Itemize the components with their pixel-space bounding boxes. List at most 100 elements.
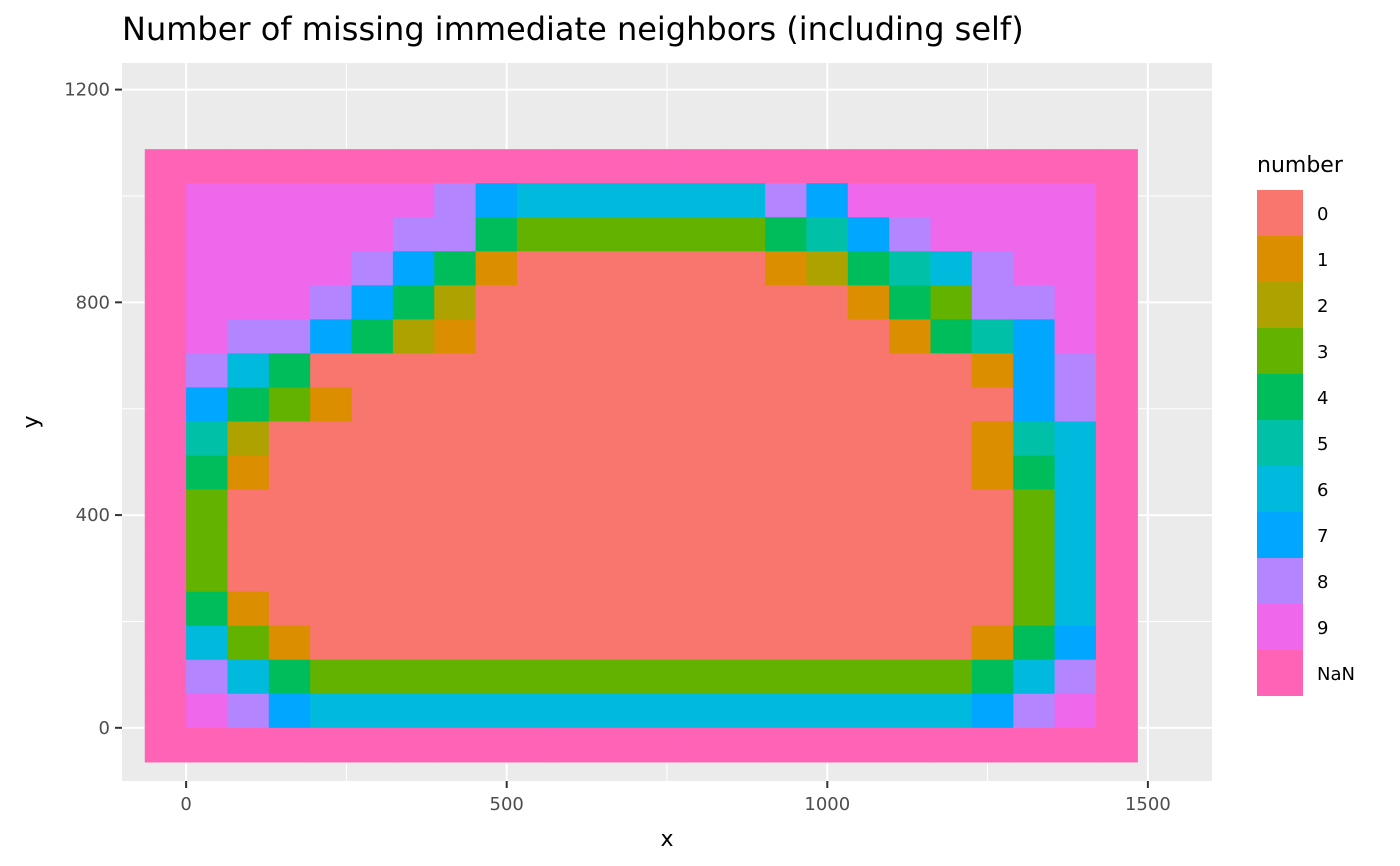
heatmap-tile [765,183,808,218]
heatmap-tile [806,319,849,354]
heatmap-tile [971,727,1014,763]
heatmap-tile [227,625,270,661]
heatmap-tile [434,727,477,763]
heatmap-tile [682,183,725,218]
heatmap-tile [475,251,518,286]
heatmap-tile [971,625,1014,661]
heatmap-tile [723,489,766,525]
legend-key [1257,512,1303,558]
heatmap-tile [1054,149,1097,184]
heatmap-tile [434,523,477,559]
heatmap-tile [268,285,311,320]
heatmap-tile [599,489,642,525]
heatmap-tile [682,353,725,389]
heatmap-tile [310,353,353,389]
legend-entries: 0 1 2 3 4 5 6 7 8 9 NaN [1257,190,1355,696]
heatmap-tile [1054,251,1097,286]
heatmap-tile [847,455,890,491]
heatmap-tile [806,591,849,627]
heatmap-tile [1095,319,1138,354]
heatmap-tile [227,693,270,729]
heatmap-tile [434,591,477,627]
heatmap-tile [144,727,187,763]
heatmap-tile [1054,455,1097,491]
heatmap-tile [682,251,725,286]
legend-key [1257,374,1303,420]
heatmap-tile [765,625,808,661]
heatmap-tile [186,455,229,491]
heatmap-tile [351,591,394,627]
heatmap-tile [682,319,725,354]
heatmap-tile [1054,353,1097,389]
heatmap-tile [227,353,270,389]
heatmap-tile [847,353,890,389]
heatmap-tile [1095,149,1138,184]
heatmap-tile [310,557,353,593]
heatmap-tile [186,149,229,184]
heatmap-tile [599,353,642,389]
legend-key [1257,558,1303,604]
heatmap-tile [558,455,601,491]
heatmap-tile [1095,625,1138,661]
heatmap-tile [186,183,229,218]
heatmap-tile [351,319,394,354]
heatmap-tile [186,353,229,389]
heatmap-tile [186,421,229,457]
heatmap-tile [434,183,477,218]
heatmap-tile [765,149,808,184]
heatmap-tile [475,183,518,218]
heatmap-tile [475,455,518,491]
heatmap-tile [558,285,601,320]
heatmap-tile [144,693,187,729]
heatmap-tile [475,489,518,525]
heatmap-tile [765,557,808,593]
heatmap-tile [475,727,518,763]
y-tick-label: 1200 [64,80,110,101]
heatmap-tile [1013,319,1056,354]
heatmap-tile [723,217,766,252]
heatmap-tile [682,659,725,695]
heatmap-tile [475,693,518,729]
heatmap-tile [351,353,394,389]
heatmap-tile [889,217,932,252]
legend-key [1257,466,1303,512]
heatmap-tile [268,591,311,627]
heatmap-tile [682,693,725,729]
heatmap-tile [392,353,435,389]
heatmap-tile [558,693,601,729]
y-tick-label: 400 [76,505,110,526]
heatmap-tile [723,421,766,457]
heatmap-tile [392,591,435,627]
heatmap-tile [310,455,353,491]
heatmap-tile [1054,523,1097,559]
heatmap-tile [930,183,973,218]
heatmap-tile [930,319,973,354]
heatmap-tile [558,149,601,184]
heatmap-tile [351,183,394,218]
heatmap-tile [765,319,808,354]
heatmap-tile [516,693,559,729]
heatmap-tile [806,489,849,525]
heatmap-tile [268,489,311,525]
heatmap-tile [889,183,932,218]
heatmap-tile [930,523,973,559]
heatmap-tile [599,727,642,763]
heatmap-tile [847,557,890,593]
legend-title: number [1257,153,1344,178]
heatmap-tile [682,557,725,593]
heatmap-tile [475,285,518,320]
heatmap-tile [765,523,808,559]
legend-label: 1 [1317,250,1328,271]
heatmap-tile [847,251,890,286]
y-tick-label: 0 [99,718,110,739]
heatmap-tile [516,149,559,184]
heatmap-tile [1095,251,1138,286]
heatmap-tile [144,319,187,354]
heatmap-tile [558,353,601,389]
heatmap-tile [351,455,394,491]
heatmap-tile [847,625,890,661]
heatmap-tile [516,489,559,525]
heatmap-tile [144,625,187,661]
legend-label: 0 [1317,204,1328,225]
